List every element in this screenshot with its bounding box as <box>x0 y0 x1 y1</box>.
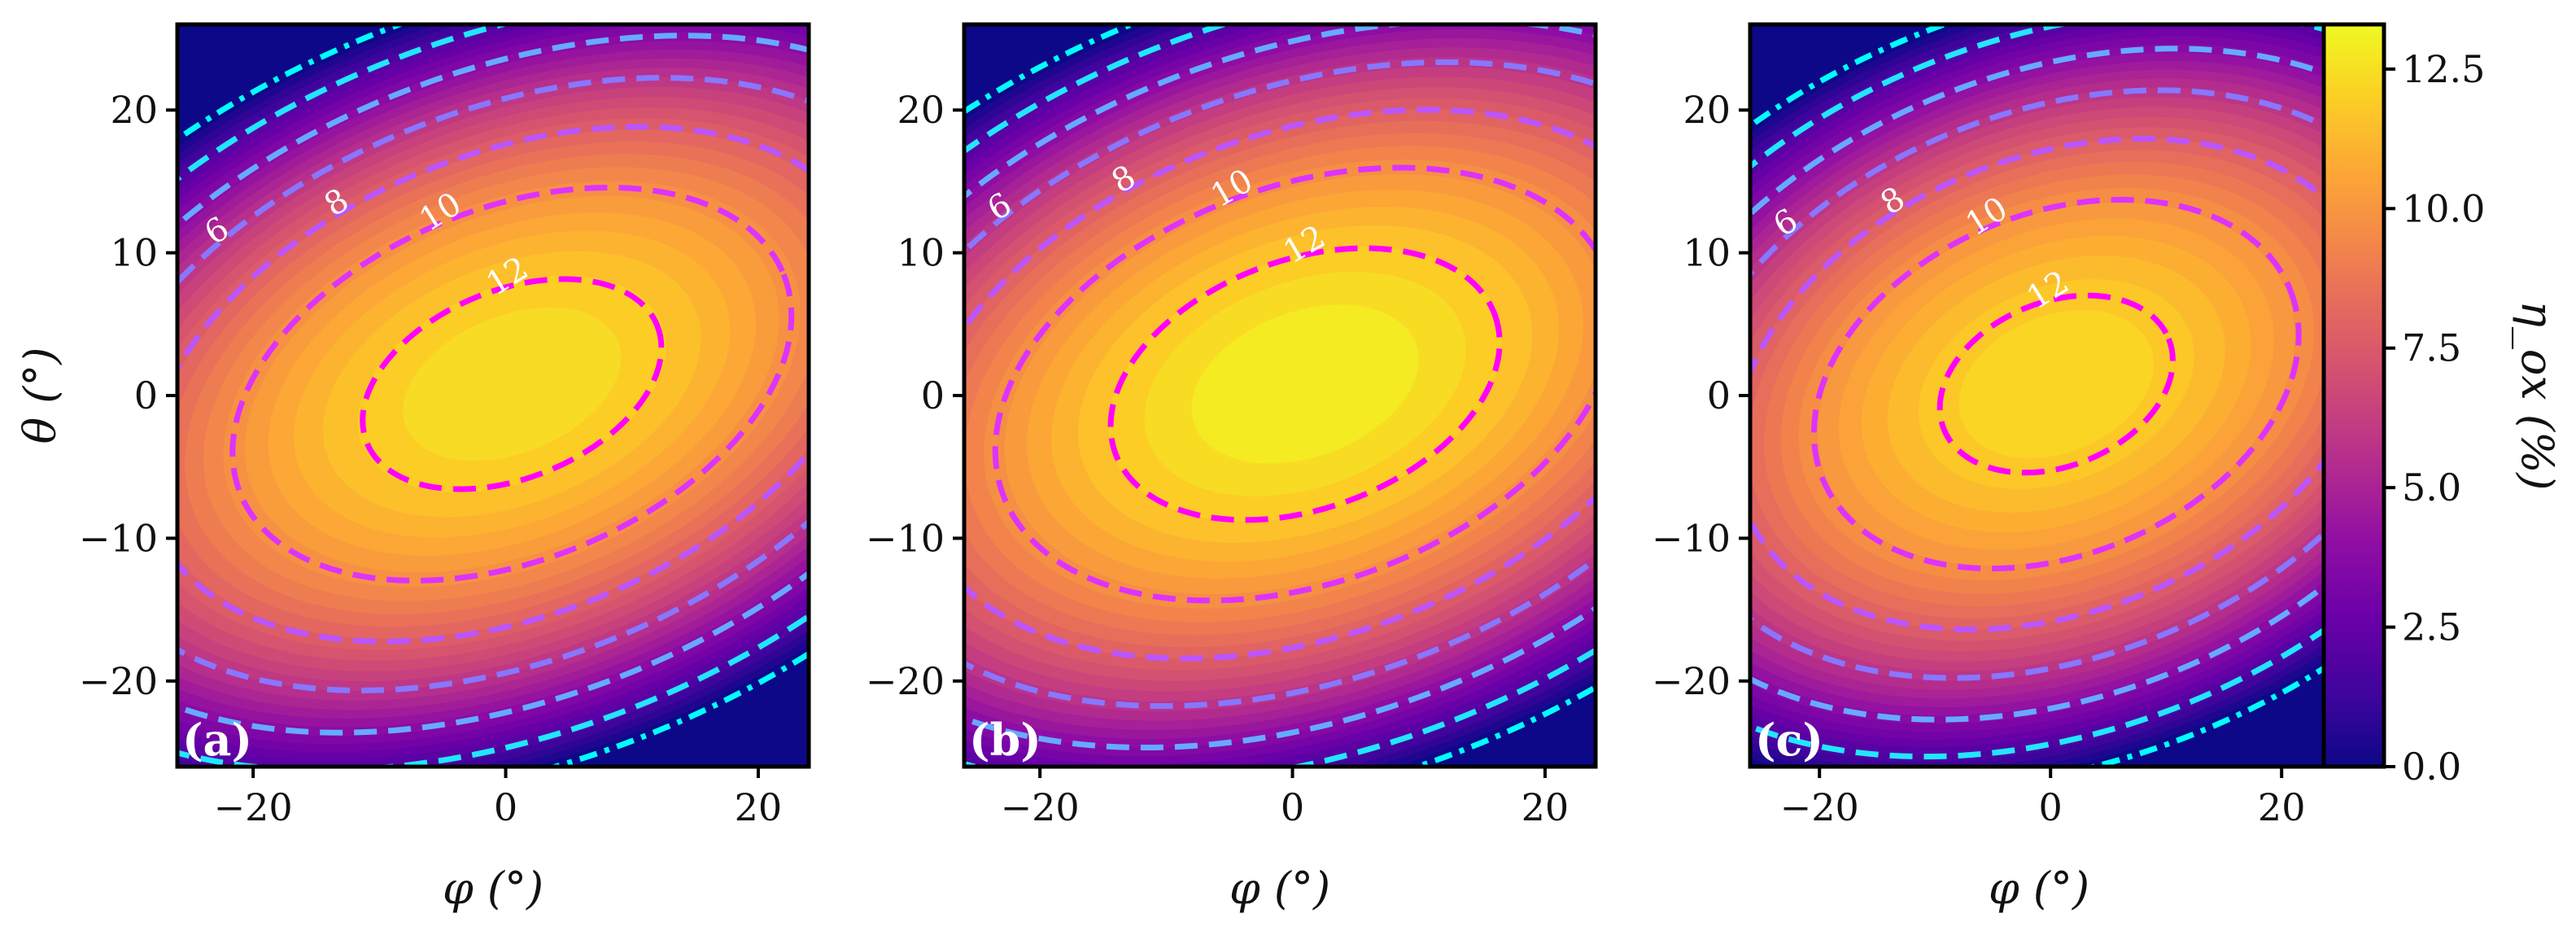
x-tick-label: −20 <box>1001 785 1080 829</box>
x-tick-label: 0 <box>494 785 517 829</box>
contour-line <box>1750 24 2328 760</box>
x-tick-label: 20 <box>1522 785 1570 829</box>
contour-line <box>1107 245 1503 523</box>
y-tick-label: 20 <box>1683 88 1731 132</box>
x-ticks-a: −20 0 20 <box>214 767 783 829</box>
contour-line <box>360 276 665 492</box>
x-ticks-c: −20 0 20 <box>1780 767 2306 829</box>
contour-line <box>964 24 1596 767</box>
y-tick-label: −10 <box>866 516 945 560</box>
y-tick-label: 20 <box>897 88 945 132</box>
y-tick-label: 20 <box>110 88 158 132</box>
y-ticks-c: 20 10 0 −10 −20 <box>1652 88 1750 703</box>
x-tick-label: 0 <box>1281 785 1304 829</box>
y-tick-label: −20 <box>1652 659 1731 703</box>
contour-line <box>1750 136 2328 632</box>
panel-tag-c: (c) <box>1755 714 1823 766</box>
y-tick-label: −20 <box>79 659 158 703</box>
colorbar-frame <box>2321 22 2386 769</box>
contour-line <box>177 124 809 645</box>
fill-band <box>1191 304 1419 464</box>
contour-line <box>1936 292 2176 476</box>
y-tick-label: 0 <box>921 374 945 418</box>
colorbar-ticks: 0.0 2.5 5.0 7.5 10.0 12.5 <box>2384 47 2485 789</box>
contour-line <box>1810 196 2302 572</box>
contour-line <box>177 33 809 736</box>
x-tick-label: 20 <box>735 785 783 829</box>
x-tick-label: 20 <box>2258 785 2306 829</box>
colorbar-gradient <box>2324 24 2384 767</box>
colorbar-label: η_ox (%) <box>2512 301 2563 491</box>
y-tick-label: 10 <box>897 231 945 275</box>
contour-line <box>1750 46 2328 723</box>
x-axis-label-a: φ (°) <box>443 863 544 914</box>
x-axis-label-c: φ (°) <box>1989 863 2089 914</box>
colorbar-tick-label: 12.5 <box>2402 47 2485 91</box>
contour-line <box>964 59 1596 710</box>
panel-tag-a: (a) <box>182 714 252 766</box>
contour-line <box>177 24 809 767</box>
colorbar-tick-label: 7.5 <box>2402 326 2461 370</box>
contour-line <box>992 164 1596 604</box>
contour-line <box>964 24 1596 767</box>
colorbar-tick-label: 10.0 <box>2402 186 2485 230</box>
y-tick-label: 0 <box>1707 374 1731 418</box>
y-axis-label-a: θ (°) <box>15 348 66 444</box>
y-tick-label: 0 <box>134 374 158 418</box>
colorbar: 0.0 2.5 5.0 7.5 10.0 12.5 η_ox (%) <box>2321 22 2563 789</box>
fill-band <box>1958 309 2155 459</box>
colorbar-tick-label: 0.0 <box>2402 745 2461 789</box>
y-ticks-b: 20 10 0 −10 −20 <box>866 88 964 703</box>
contour-line <box>1750 87 2328 681</box>
x-tick-label: 0 <box>2039 785 2063 829</box>
contour-line <box>1750 24 2328 767</box>
x-ticks-b: −20 0 20 <box>1001 767 1570 829</box>
y-ticks-a: 20 10 0 −10 −20 <box>79 88 177 703</box>
contour-line <box>964 107 1596 662</box>
x-tick-label: −20 <box>1780 785 1859 829</box>
y-tick-label: 10 <box>1683 231 1731 275</box>
x-axis-label-b: φ (°) <box>1229 863 1330 914</box>
contour-line <box>177 75 809 693</box>
y-tick-label: −10 <box>79 516 158 560</box>
y-tick-label: 10 <box>110 231 158 275</box>
x-tick-label: −20 <box>214 785 293 829</box>
y-tick-label: −10 <box>1652 516 1731 560</box>
y-tick-label: −20 <box>866 659 945 703</box>
contour-line <box>964 24 1596 751</box>
colorbar-tick-label: 5.0 <box>2402 466 2461 509</box>
fill-band <box>403 307 622 461</box>
colorbar-tick-label: 2.5 <box>2402 606 2461 649</box>
contour-line <box>229 184 795 584</box>
contour-line <box>177 24 809 767</box>
panel-tag-b: (b) <box>969 714 1041 766</box>
